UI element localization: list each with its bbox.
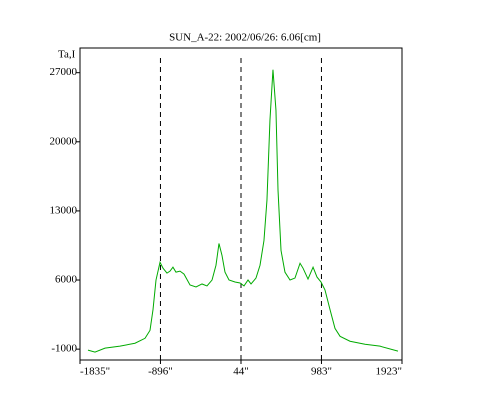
x-tick-label: -896" [148,366,173,378]
chart-title: SUN_A-22: 2002/06/26: 6.06[cm] [169,32,321,44]
y-tick-label: -1000 [51,343,77,355]
y-tick-label: 27000 [50,66,78,78]
x-tick-label: 44" [233,366,249,378]
x-tick-label: 983" [311,366,332,378]
y-axis-label: Ta,I [58,49,76,61]
y-tick-label: 6000 [55,274,78,286]
x-tick-label: -1835" [80,366,110,378]
x-tick-label: 1923" [376,366,403,378]
y-tick-label: 13000 [50,204,78,216]
data-line [87,69,399,353]
y-tick-label: 20000 [50,135,78,147]
